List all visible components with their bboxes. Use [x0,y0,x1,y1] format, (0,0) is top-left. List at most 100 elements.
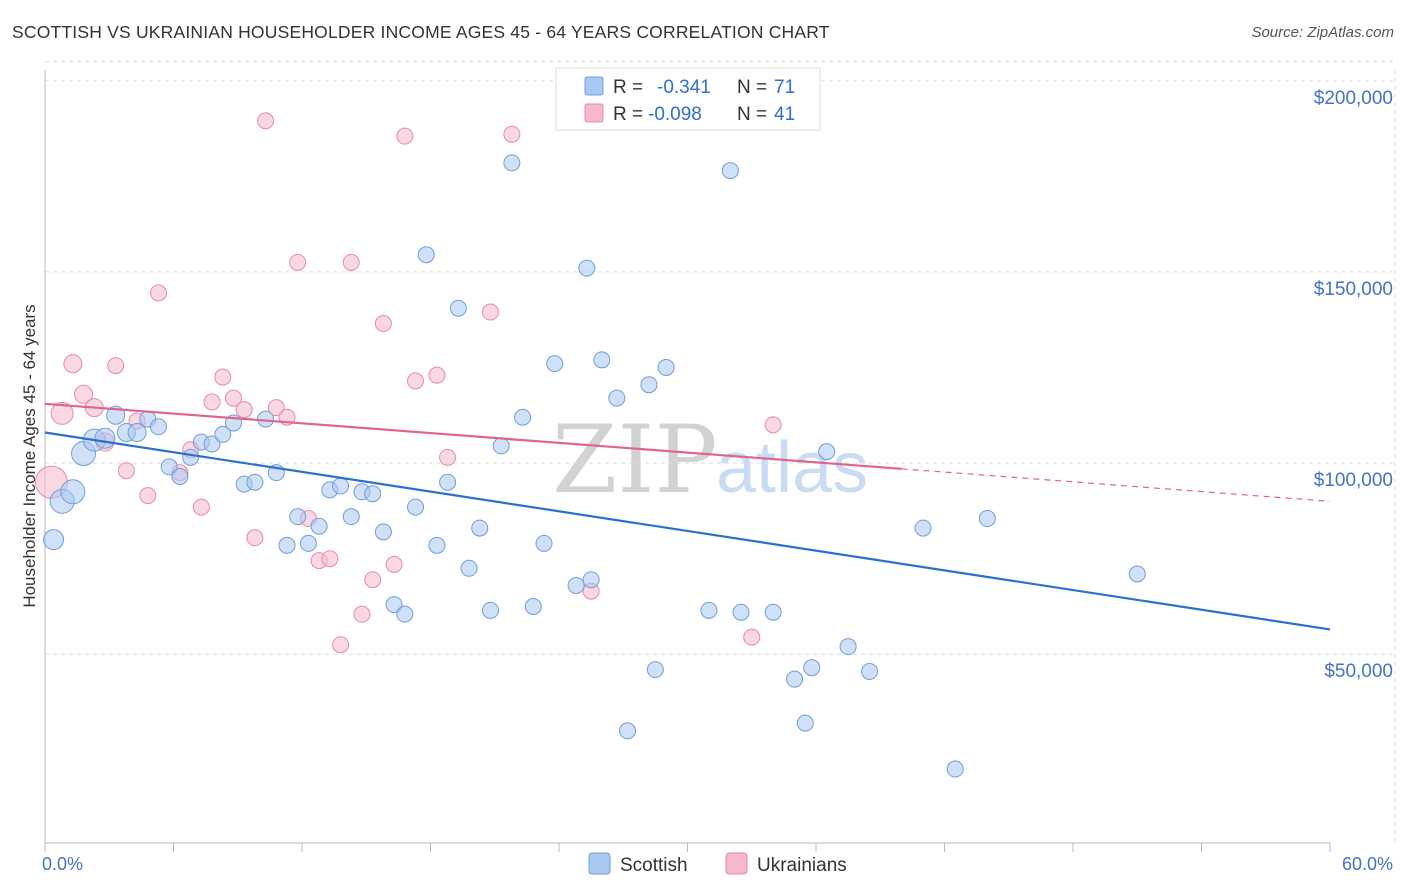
scottish-point-11 [160,458,178,476]
scottish-point-12 [171,467,189,485]
ukrainians-point-35 [439,448,457,466]
ukrainians-point-27 [342,253,360,271]
scottish-point-16 [214,425,232,443]
scottish-point-36 [428,536,446,554]
scottish-point-31 [374,523,392,541]
ukrainians-point-39 [743,628,761,646]
scottish-point-23 [289,508,307,526]
scottish-point-65 [839,638,857,656]
scottish-point-44 [514,408,532,426]
ukrainians-point-20 [267,399,285,417]
y-tick-label-50k: $50,000 [1324,661,1393,682]
ukrainians-point-36 [481,303,499,321]
scottish-point-59 [732,603,750,621]
chart-title: SCOTTISH VS UKRAINIAN HOUSEHOLDER INCOME… [12,22,830,42]
scottish-point-43 [503,154,521,172]
legend-r-value-1: -0.341 [657,77,711,98]
scottish-point-63 [803,659,821,677]
y-tick-label-150k: $150,000 [1314,279,1393,300]
scottish-point-0 [43,529,65,551]
scottish-point-10 [150,418,168,436]
legend: R = -0.341 N = 71 R = -0.098 N = 41 [555,67,821,131]
scottish-point-60 [764,603,782,621]
scottish-point-49 [578,259,596,277]
ukrainians-point-3 [74,384,94,404]
scottish-point-47 [546,355,564,373]
scottish-point-55 [646,661,664,679]
ukrainians-points [34,112,782,654]
scottish-point-28 [342,508,360,526]
scottish-trend-line [44,431,1331,631]
scottish-point-53 [619,722,637,740]
scottish-point-46 [535,534,553,552]
ukrainians-point-34 [428,366,446,384]
bottom-legend-swatch-ukrainians [725,852,748,875]
scottish-point-19 [246,473,264,491]
scottish-point-58 [721,162,739,180]
scottish-point-66 [861,663,879,681]
ukrainians-point-25 [321,550,339,568]
scottish-point-41 [481,601,499,619]
ukrainians-point-6 [107,357,125,375]
ukrainians-point-28 [353,605,371,623]
ukrainians-point-22 [289,253,307,271]
scottish-point-15 [203,435,221,453]
legend-swatch-scottish [584,76,604,96]
chart-source: Source: ZipAtlas.com [1251,24,1394,41]
legend-r-label-1: R = [613,77,643,98]
scottish-point-27 [332,477,350,495]
scottish-point-22 [278,536,296,554]
x-tick-label-min: 0.0% [42,854,83,874]
ukrainians-trend-line [44,402,902,470]
bottom-legend: Scottish Ukrainians [588,852,847,876]
scottish-point-33 [396,605,414,623]
scottish-point-24 [299,534,317,552]
legend-n-label-2: N = [737,104,767,125]
legend-n-value-2: 41 [774,104,795,125]
ukrainians-point-19 [257,112,275,130]
legend-r-value-2: -0.098 [648,104,702,125]
scottish-point-57 [700,601,718,619]
scottish-point-39 [460,559,478,577]
ukrainians-point-30 [374,315,392,333]
scottish-point-6 [106,405,126,425]
ukrainians-point-40 [764,416,782,434]
ukrainians-point-37 [503,125,521,143]
scottish-point-70 [1128,565,1146,583]
ukrainians-point-33 [407,372,425,390]
ukrainians-point-2 [63,354,83,374]
scottish-point-51 [593,351,611,369]
scottish-point-69 [978,510,996,528]
y-tick-label-100k: $100,000 [1314,470,1393,491]
scottish-point-52 [608,389,626,407]
ukrainians-point-29 [364,571,382,589]
trend-lines [44,402,1331,631]
legend-r-label-2: R = [613,104,643,125]
ukrainians-point-1 [50,401,74,425]
scottish-point-54 [640,376,658,394]
scottish-point-50 [582,571,600,589]
scottish-point-62 [796,714,814,732]
legend-swatch-ukrainians [584,103,604,123]
scottish-point-40 [471,519,489,537]
scottish-point-61 [786,670,804,688]
bottom-legend-label-scottish: Scottish [620,855,688,876]
ukrainians-point-7 [117,462,135,480]
scottish-point-68 [946,760,964,778]
scottish-point-56 [657,359,675,376]
scottish-point-45 [524,598,542,615]
scottish-point-64 [818,443,836,461]
scottish-point-38 [449,299,467,317]
ukrainians-trend-extension [901,468,1331,502]
ukrainians-point-17 [235,401,253,419]
scottish-point-2 [60,479,86,505]
ukrainians-point-13 [192,498,210,516]
scottish-point-35 [417,246,435,264]
scottish-point-34 [407,498,425,516]
bottom-legend-label-ukrainians: Ukrainians [757,855,847,876]
scottish-point-37 [439,473,457,491]
scottish-point-67 [914,519,932,537]
scottish-point-48 [567,576,585,594]
ukrainians-point-31 [385,555,403,573]
